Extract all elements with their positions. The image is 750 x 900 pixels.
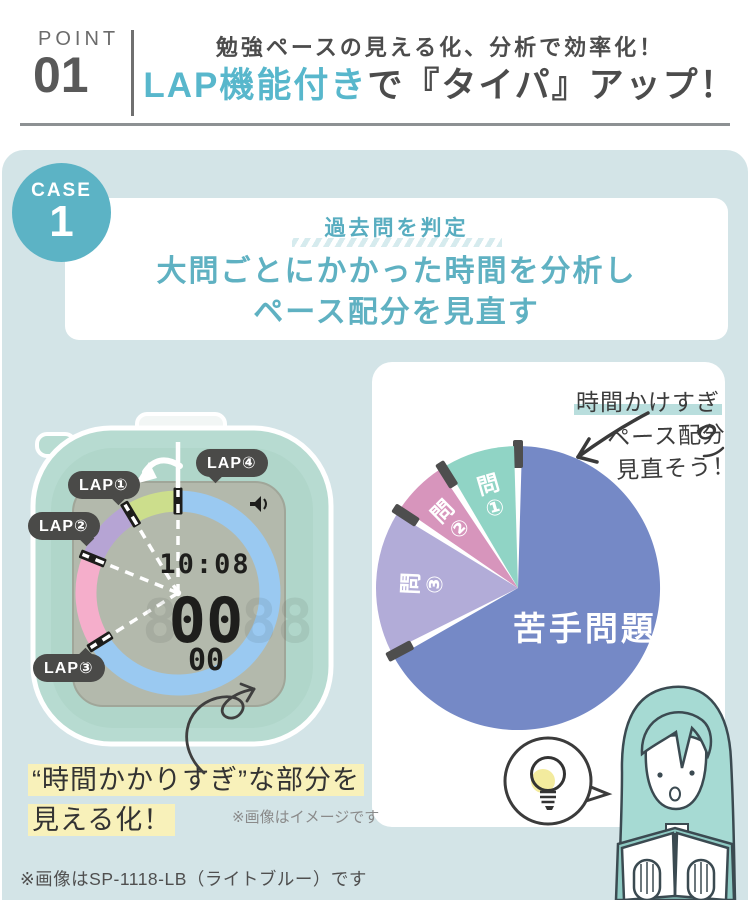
girl-eye-right <box>689 770 695 776</box>
pie-label-minor: 問③ <box>398 572 448 596</box>
header-title-accent: LAP機能付き <box>143 66 368 105</box>
pie-label-major: 苦手問題 <box>513 610 657 647</box>
pie-lap-marker <box>391 504 420 527</box>
ring-segment-purple <box>83 506 136 562</box>
lap3-bubble: LAP③ <box>33 654 105 682</box>
girl-reading-illustration <box>614 685 737 900</box>
horizontal-rule <box>20 123 730 126</box>
annotation-overtime: 時間かけすぎ <box>574 389 722 415</box>
pie-slice <box>394 446 661 731</box>
lap1-bubble: LAP① <box>68 471 140 499</box>
tagline-hatch-underline <box>291 238 502 247</box>
ring-segment-green <box>126 490 176 523</box>
pie-slice <box>376 514 518 652</box>
pie-lap-marker <box>435 460 458 489</box>
girl-fingers-left <box>640 862 654 894</box>
speaker-icon <box>250 496 267 512</box>
counterclockwise-arrowhead <box>135 462 157 484</box>
pie-slice <box>401 469 518 588</box>
girl-fingers-right <box>694 862 708 894</box>
ring-segment-pink <box>75 556 109 646</box>
vertical-divider <box>131 30 134 116</box>
case-tagline: 過去問を判定 <box>324 217 469 240</box>
pie-lap-marker <box>385 640 414 662</box>
svg-text:問③: 問③ <box>398 572 448 596</box>
idea-bubble <box>503 736 613 826</box>
lap2-label: LAP② <box>39 518 89 535</box>
header-title: LAP機能付きで『タイパ』アップ！ <box>140 63 740 109</box>
lap-guide-line <box>81 552 179 595</box>
visualize-note: “時間かかりすぎ”な部分を 見える化！ <box>28 760 364 840</box>
lap3-label: LAP③ <box>44 660 94 677</box>
ring-segment-blue <box>92 490 281 696</box>
ring-center-dot <box>174 589 182 597</box>
visualize-note-line1: “時間かかりすぎ”な部分を <box>28 764 364 796</box>
girl-eye-left <box>657 772 663 778</box>
header-title-rest: で『タイパ』アップ！ <box>367 66 737 105</box>
lap2-bubble: LAP② <box>28 512 100 540</box>
header-subtitle: 勉強ペースの見える化、分析で効率化！ <box>215 35 665 60</box>
lap4-label: LAP④ <box>207 455 257 472</box>
image-disclaimer: ※画像はイメージです <box>232 809 380 826</box>
girl-figure <box>614 685 737 900</box>
timer-device-illustration: 10:08 8 88 00 00 <box>30 412 334 747</box>
case-badge: CASE 1 <box>12 163 111 262</box>
lightbulb-icon <box>530 756 566 810</box>
case-badge-label: CASE <box>31 180 92 201</box>
footer-model-note: ※画像はSP-1118-LB（ライトブルー）です <box>20 869 367 889</box>
girl-bangs <box>640 711 713 769</box>
lap1-label: LAP① <box>79 477 129 494</box>
lcd-clock: 10:08 <box>159 549 250 580</box>
girl-mouth <box>669 786 681 802</box>
case-title-panel: 過去問を判定 大問ごとにかかった時間を分析し ペース配分を見直す <box>65 198 728 340</box>
lcd-ghost-right: 88 <box>241 587 313 657</box>
lcd-minutes: 00 <box>169 584 244 657</box>
case-headline-line2: ペース配分を見直す <box>253 296 540 329</box>
point-number: 01 <box>33 47 89 103</box>
lap-guide-line <box>123 503 180 594</box>
ring-lap-marker <box>173 487 183 515</box>
case-headline-line1: 大問ごとにかかった時間を分析し <box>156 255 637 288</box>
lap4-bubble: LAP④ <box>196 449 268 477</box>
lcd-seconds: 00 <box>188 643 224 678</box>
annotation-pace-line2: 見直そう！ <box>615 452 737 484</box>
lap-guide-line <box>89 591 179 650</box>
pie-lap-marker <box>513 440 523 468</box>
pie-slice <box>445 446 518 588</box>
point-label: POINT <box>38 28 120 50</box>
lcd-ghost-left: 8 <box>142 587 178 657</box>
visualize-note-line2: 見える化！ <box>28 804 176 836</box>
case-badge-number: 1 <box>49 197 74 246</box>
